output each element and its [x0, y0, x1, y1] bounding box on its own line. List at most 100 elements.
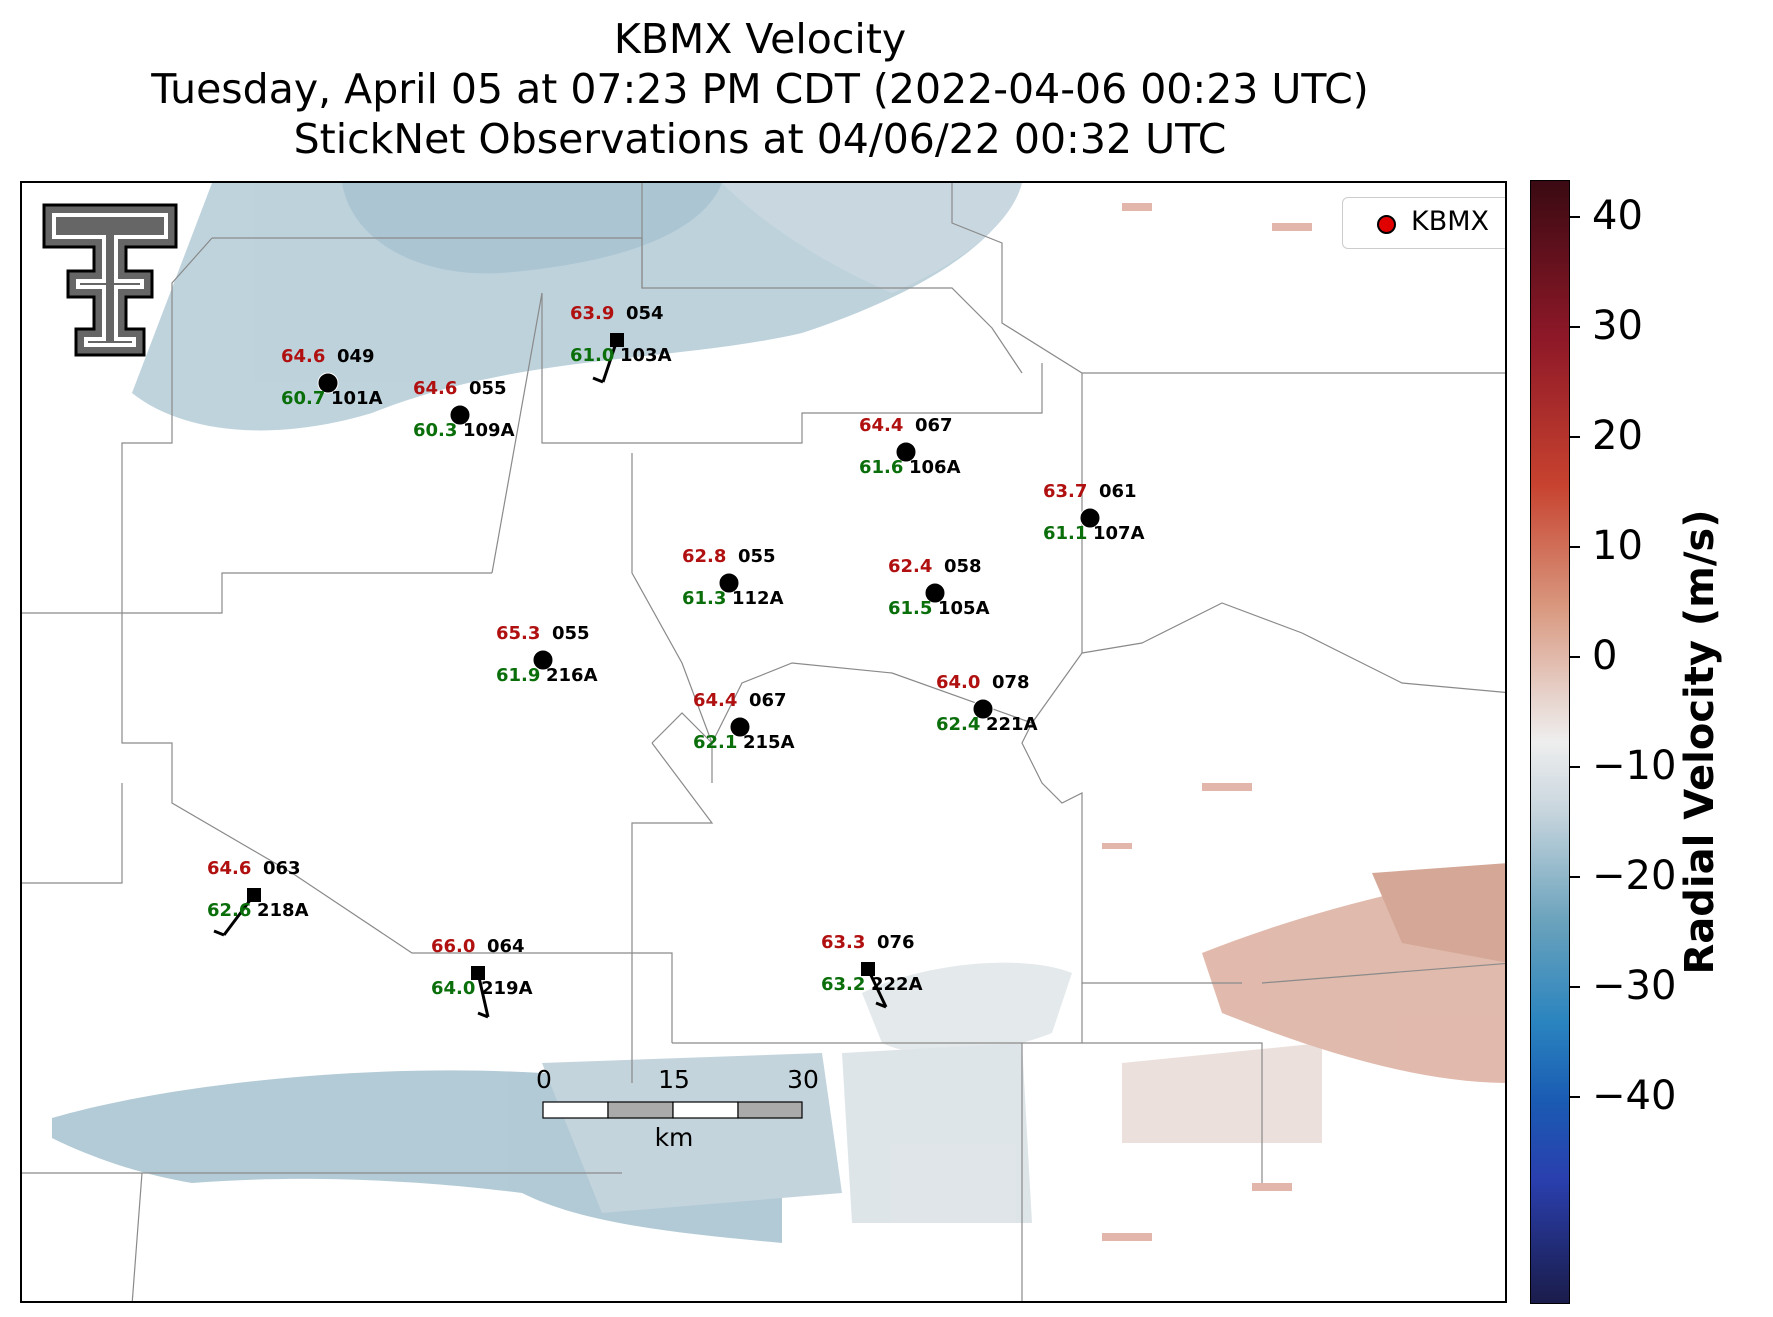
station-112A-temperature: 62.8	[682, 546, 727, 567]
colorbar-tick-label: −10	[1592, 743, 1677, 789]
station-109A-direction: 055	[469, 378, 507, 399]
station-222A-direction: 076	[877, 932, 915, 953]
station-221A-dewpoint: 62.4	[936, 714, 981, 735]
title-line-2: Tuesday, April 05 at 07:23 PM CDT (2022-…	[151, 65, 1369, 113]
station-219A-id: 219A	[481, 978, 533, 999]
station-222A-temperature: 63.3	[821, 932, 866, 953]
station-101A-dewpoint: 60.7	[281, 388, 326, 409]
radar-echo-north	[132, 183, 1022, 431]
station-216A-dewpoint: 61.9	[496, 665, 541, 686]
station-221A-direction: 078	[992, 672, 1030, 693]
colorbar-tick	[1570, 876, 1580, 878]
scale-bar	[542, 1101, 803, 1119]
station-107A-direction: 061	[1099, 481, 1137, 502]
colorbar-tick-label: 0	[1592, 633, 1618, 679]
station-107A-marker[interactable]	[1079, 507, 1101, 529]
station-215A-direction: 067	[749, 690, 787, 711]
station-106A-id: 106A	[909, 457, 961, 478]
station-105A-marker[interactable]	[924, 582, 946, 604]
station-219A-direction: 064	[487, 936, 525, 957]
colorbar-tick-label: 20	[1592, 413, 1643, 459]
radar-echo-speckles	[1102, 203, 1312, 1241]
station-103A-id: 103A	[620, 345, 672, 366]
station-109A-dewpoint: 60.3	[413, 420, 458, 441]
map-legend: KBMX	[1342, 197, 1505, 249]
map-canvas	[22, 183, 1505, 1301]
scale-label-0: 0	[536, 1065, 552, 1094]
station-219A-marker[interactable]	[471, 966, 490, 1019]
legend-label: KBMX	[1411, 206, 1490, 237]
title-line-1: KBMX Velocity	[613, 15, 907, 63]
station-221A-temperature: 64.0	[936, 672, 981, 693]
colorbar	[1530, 180, 1570, 1304]
station-103A-marker[interactable]	[592, 333, 624, 384]
station-216A-direction: 055	[552, 623, 590, 644]
station-215A-marker[interactable]	[729, 716, 751, 738]
scale-unit: km	[654, 1123, 694, 1152]
scale-label-15: 15	[658, 1065, 690, 1094]
station-103A-temperature: 63.9	[570, 303, 615, 324]
station-plot-layer	[213, 333, 1101, 1019]
colorbar-tick	[1570, 546, 1580, 548]
station-222A-id: 222A	[871, 974, 923, 995]
station-219A-temperature: 66.0	[431, 936, 476, 957]
station-101A-direction: 049	[337, 346, 375, 367]
colorbar-tick	[1570, 986, 1580, 988]
station-216A-temperature: 65.3	[496, 623, 541, 644]
station-216A-id: 216A	[546, 665, 598, 686]
station-109A-id: 109A	[463, 420, 515, 441]
station-105A-id: 105A	[938, 598, 990, 619]
station-103A-direction: 054	[626, 303, 664, 324]
colorbar-label: Radial Velocity (m/s)	[1677, 509, 1723, 975]
colorbar-tick-label: 30	[1592, 303, 1643, 349]
colorbar-tick	[1570, 766, 1580, 768]
station-109A-temperature: 64.6	[413, 378, 458, 399]
texas-tech-double-t-logo-icon	[42, 203, 178, 357]
station-218A-direction: 063	[263, 858, 301, 879]
station-105A-temperature: 62.4	[888, 556, 933, 577]
colorbar-tick-label: −30	[1592, 963, 1677, 1009]
station-112A-direction: 055	[738, 546, 776, 567]
colorbar-tick	[1570, 326, 1580, 328]
station-106A-dewpoint: 61.6	[859, 457, 904, 478]
colorbar-tick	[1570, 216, 1580, 218]
station-101A-id: 101A	[331, 388, 383, 409]
station-219A-dewpoint: 64.0	[431, 978, 476, 999]
station-105A-direction: 058	[944, 556, 982, 577]
station-106A-marker[interactable]	[895, 441, 917, 463]
colorbar-tick-label: −20	[1592, 853, 1677, 899]
colorbar-tick	[1570, 656, 1580, 658]
station-221A-marker[interactable]	[972, 698, 994, 720]
station-221A-id: 221A	[986, 714, 1038, 735]
station-222A-marker[interactable]	[861, 962, 888, 1009]
radar-echo-south	[52, 863, 1505, 1243]
station-222A-dewpoint: 63.2	[821, 974, 866, 995]
station-112A-dewpoint: 61.3	[682, 588, 727, 609]
station-218A-marker[interactable]	[213, 888, 261, 937]
map-panel[interactable]: 64.6 049 60.7 101A 64.6 055 60.3 109A 63.9 054 61.…	[20, 181, 1507, 1303]
station-107A-temperature: 63.7	[1043, 481, 1088, 502]
station-106A-temperature: 64.4	[859, 415, 904, 436]
station-101A-temperature: 64.6	[281, 346, 326, 367]
station-107A-dewpoint: 61.1	[1043, 523, 1088, 544]
colorbar-tick-label: 10	[1592, 523, 1643, 569]
colorbar-tick	[1570, 1096, 1580, 1098]
station-112A-marker[interactable]	[718, 572, 740, 594]
scale-label-30: 30	[787, 1065, 819, 1094]
station-216A-marker[interactable]	[532, 649, 554, 671]
station-215A-temperature: 64.4	[693, 690, 738, 711]
station-218A-dewpoint: 62.6	[207, 900, 252, 921]
station-109A-marker[interactable]	[449, 404, 471, 426]
station-112A-id: 112A	[732, 588, 784, 609]
kbmx-marker-icon	[1377, 215, 1396, 234]
title-line-3: StickNet Observations at 04/06/22 00:32 …	[293, 115, 1227, 163]
station-107A-id: 107A	[1093, 523, 1145, 544]
county-boundaries	[22, 183, 1505, 1301]
colorbar-tick	[1570, 436, 1580, 438]
colorbar-tick-label: 40	[1592, 193, 1643, 239]
station-106A-direction: 067	[915, 415, 953, 436]
station-105A-dewpoint: 61.5	[888, 598, 933, 619]
station-103A-dewpoint: 61.0	[570, 345, 615, 366]
station-101A-marker[interactable]	[317, 372, 339, 394]
station-215A-dewpoint: 62.1	[693, 732, 738, 753]
